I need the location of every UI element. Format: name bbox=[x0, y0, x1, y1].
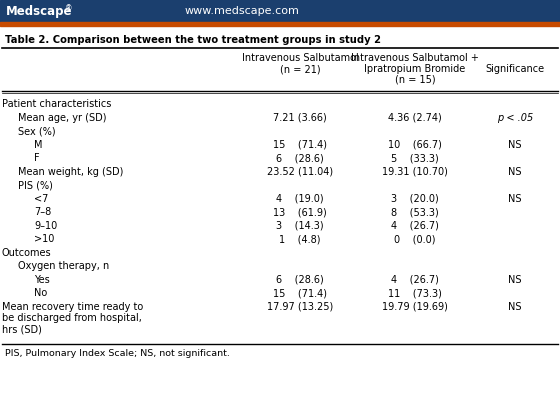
Text: Intravenous Salbutamol: Intravenous Salbutamol bbox=[241, 53, 358, 63]
Text: (n = 15): (n = 15) bbox=[395, 75, 435, 85]
Text: NS: NS bbox=[508, 194, 522, 204]
Text: 8    (53.3): 8 (53.3) bbox=[391, 207, 439, 217]
Text: Oxygen therapy, n: Oxygen therapy, n bbox=[18, 261, 109, 271]
Text: Mean recovery time ready to
be discharged from hospital,
hrs (SD): Mean recovery time ready to be discharge… bbox=[2, 302, 143, 335]
Text: Sex (%): Sex (%) bbox=[18, 126, 55, 136]
Text: M: M bbox=[34, 140, 43, 150]
Text: Table 2. Comparison between the two treatment groups in study 2: Table 2. Comparison between the two trea… bbox=[5, 35, 381, 45]
Text: 23.52 (11.04): 23.52 (11.04) bbox=[267, 166, 333, 176]
Text: NS: NS bbox=[508, 140, 522, 150]
Text: Significance: Significance bbox=[486, 64, 544, 74]
Text: (n = 21): (n = 21) bbox=[279, 64, 320, 74]
Bar bbox=[0, 0, 560, 22]
Text: 15    (71.4): 15 (71.4) bbox=[273, 288, 327, 298]
Text: 3    (20.0): 3 (20.0) bbox=[391, 194, 439, 204]
Text: www.medscape.com: www.medscape.com bbox=[185, 6, 300, 16]
Text: Yes: Yes bbox=[34, 274, 50, 285]
Text: 9–10: 9–10 bbox=[34, 220, 57, 230]
Text: 10    (66.7): 10 (66.7) bbox=[388, 140, 442, 150]
Text: PIS, Pulmonary Index Scale; NS, not significant.: PIS, Pulmonary Index Scale; NS, not sign… bbox=[5, 349, 230, 358]
Text: 4    (26.7): 4 (26.7) bbox=[391, 220, 439, 230]
Text: 19.31 (10.70): 19.31 (10.70) bbox=[382, 166, 448, 176]
Text: Intravenous Salbutamol +: Intravenous Salbutamol + bbox=[351, 53, 479, 63]
Text: Mean weight, kg (SD): Mean weight, kg (SD) bbox=[18, 166, 123, 176]
Text: ®: ® bbox=[65, 5, 72, 13]
Text: 4    (26.7): 4 (26.7) bbox=[391, 274, 439, 285]
Text: Patient characteristics: Patient characteristics bbox=[2, 99, 111, 109]
Text: F: F bbox=[34, 153, 40, 163]
Text: Outcomes: Outcomes bbox=[2, 248, 52, 258]
Text: NS: NS bbox=[508, 166, 522, 176]
Bar bbox=[0, 22, 560, 26]
Text: >10: >10 bbox=[34, 234, 54, 244]
Text: 7.21 (3.66): 7.21 (3.66) bbox=[273, 112, 327, 122]
Text: No: No bbox=[34, 288, 47, 298]
Text: NS: NS bbox=[508, 302, 522, 311]
Text: p < .05: p < .05 bbox=[497, 112, 533, 122]
Text: 3    (14.3): 3 (14.3) bbox=[276, 220, 324, 230]
Text: 17.97 (13.25): 17.97 (13.25) bbox=[267, 302, 333, 311]
Text: Medscape: Medscape bbox=[6, 5, 72, 18]
Text: 6    (28.6): 6 (28.6) bbox=[276, 153, 324, 163]
Text: Mean age, yr (SD): Mean age, yr (SD) bbox=[18, 112, 106, 122]
Text: 11    (73.3): 11 (73.3) bbox=[388, 288, 442, 298]
Text: 6    (28.6): 6 (28.6) bbox=[276, 274, 324, 285]
Text: 1    (4.8): 1 (4.8) bbox=[279, 234, 321, 244]
Text: <7: <7 bbox=[34, 194, 48, 204]
Text: 0    (0.0): 0 (0.0) bbox=[394, 234, 436, 244]
Text: 19.79 (19.69): 19.79 (19.69) bbox=[382, 302, 448, 311]
Text: 5    (33.3): 5 (33.3) bbox=[391, 153, 439, 163]
Text: 4.36 (2.74): 4.36 (2.74) bbox=[388, 112, 442, 122]
Text: PIS (%): PIS (%) bbox=[18, 180, 53, 190]
Text: Ipratropium Bromide: Ipratropium Bromide bbox=[365, 64, 465, 74]
Text: 13    (61.9): 13 (61.9) bbox=[273, 207, 327, 217]
Text: 4    (19.0): 4 (19.0) bbox=[276, 194, 324, 204]
Text: 15    (71.4): 15 (71.4) bbox=[273, 140, 327, 150]
Text: NS: NS bbox=[508, 274, 522, 285]
Text: 7–8: 7–8 bbox=[34, 207, 52, 217]
